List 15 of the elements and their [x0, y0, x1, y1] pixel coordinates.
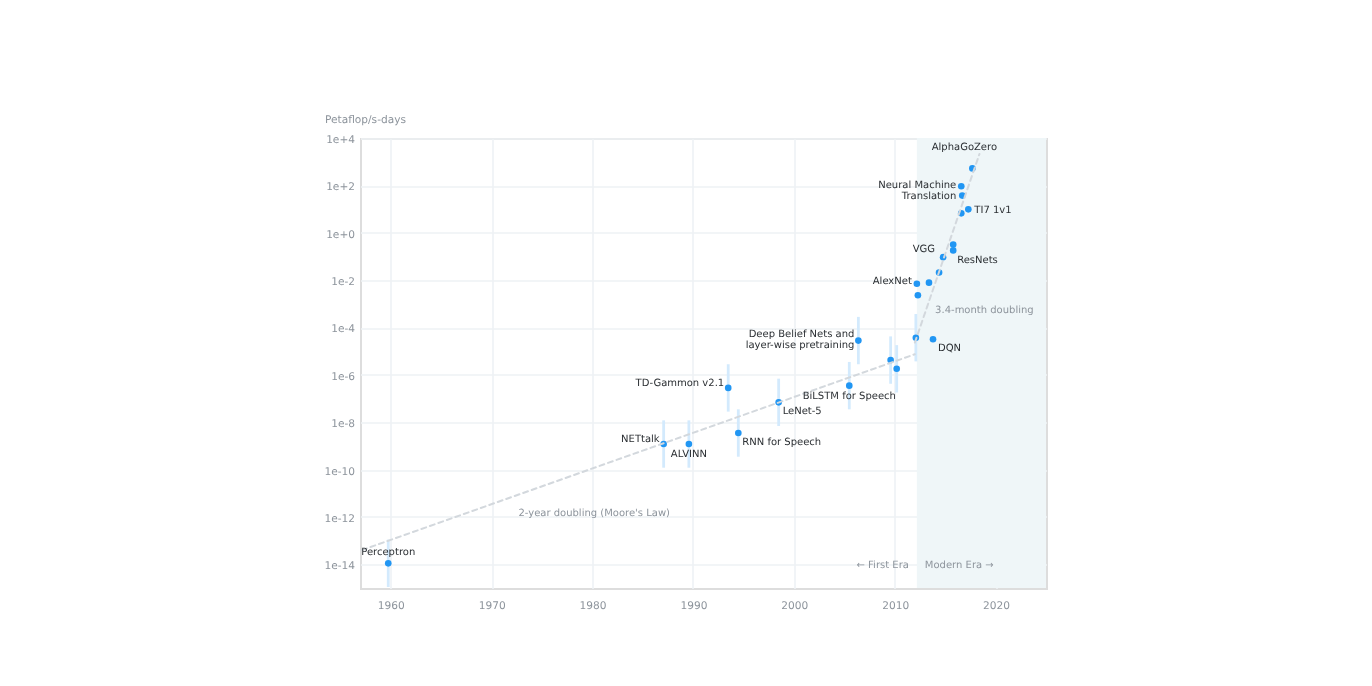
point [893, 365, 901, 373]
point [914, 291, 922, 299]
point [734, 429, 742, 437]
point [855, 337, 862, 344]
point [685, 440, 693, 448]
point [957, 182, 965, 190]
point [845, 382, 853, 389]
point [949, 247, 957, 254]
point [724, 384, 732, 392]
point [929, 335, 937, 343]
point [384, 560, 392, 567]
point [949, 241, 957, 248]
point [965, 206, 972, 213]
point [925, 279, 933, 286]
point [913, 280, 921, 288]
